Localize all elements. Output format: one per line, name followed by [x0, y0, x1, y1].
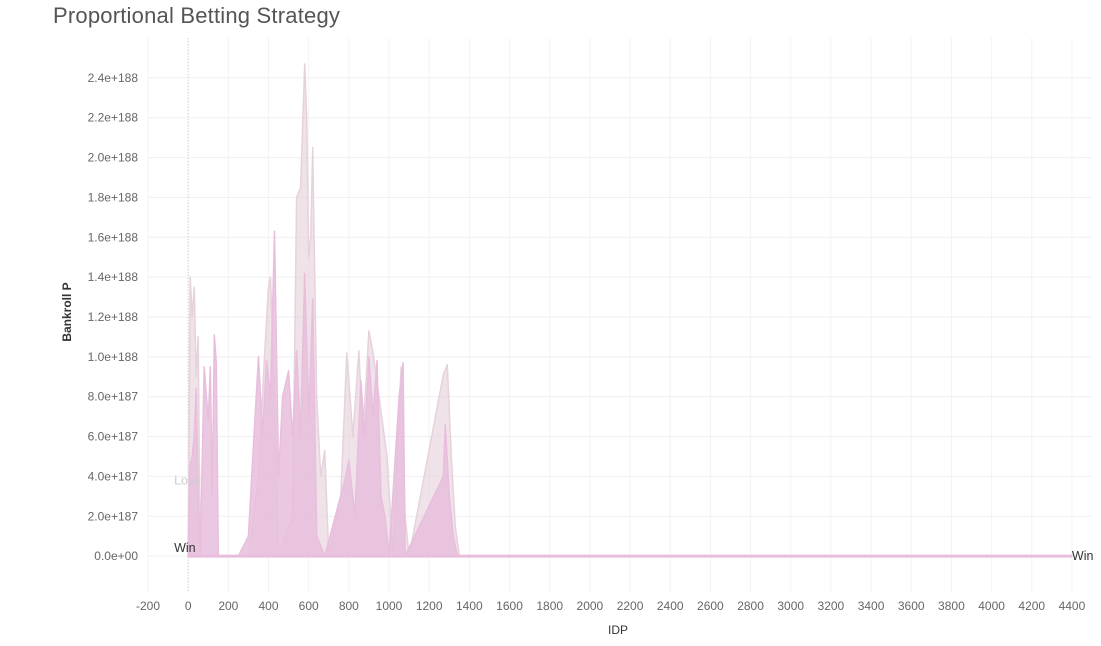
- annotation-win: Win: [174, 541, 196, 555]
- x-tick-label: 200: [218, 599, 238, 613]
- x-tick-label: 0: [185, 599, 192, 613]
- x-tick-label: 3000: [777, 599, 804, 613]
- y-tick-label: 8.0e+187: [88, 390, 139, 404]
- y-tick-label: 6.0e+187: [88, 430, 139, 444]
- x-tick-label: 1600: [496, 599, 523, 613]
- annotations: Lose Win Win: [174, 473, 1093, 563]
- y-tick-label: 2.0e+187: [88, 509, 139, 523]
- x-tick-label: 4000: [978, 599, 1005, 613]
- x-tick-label: 2600: [697, 599, 724, 613]
- y-tick-label: 2.2e+188: [88, 111, 139, 125]
- x-tick-label: 2200: [617, 599, 644, 613]
- annotation-win: Win: [1072, 549, 1094, 563]
- x-tick-label: 4400: [1059, 599, 1086, 613]
- x-tick-label: 4200: [1018, 599, 1045, 613]
- x-tick-label: 1200: [416, 599, 443, 613]
- x-tick-label: 3400: [858, 599, 885, 613]
- x-tick-label: -200: [136, 599, 160, 613]
- x-tick-label: 400: [258, 599, 278, 613]
- x-tick-label: 800: [339, 599, 359, 613]
- annotation-lose: Lose: [174, 473, 201, 487]
- y-tick-label: 2.0e+188: [88, 151, 139, 165]
- y-tick-label: 1.6e+188: [88, 230, 139, 244]
- x-tick-label: 2800: [737, 599, 764, 613]
- series-layer: [187, 63, 1073, 558]
- x-axis-label: IDP: [608, 623, 628, 637]
- y-tick-label: 1.0e+188: [88, 350, 139, 364]
- x-tick-label: 1800: [536, 599, 563, 613]
- x-tick-label: 3800: [938, 599, 965, 613]
- x-tick-label: 3200: [818, 599, 845, 613]
- x-tick-label: 3600: [898, 599, 925, 613]
- y-axis-label: Bankroll P: [60, 282, 74, 341]
- x-tick-label: 2000: [577, 599, 604, 613]
- y-tick-label: 1.4e+188: [88, 270, 139, 284]
- x-tick-labels: -200 0 200 400 600 800 1000 1200 1400 1600 1800 200…: [136, 599, 1086, 613]
- y-tick-label: 1.2e+188: [88, 310, 139, 324]
- y-tick-label: 1.8e+188: [88, 190, 139, 204]
- chart-title: Proportional Betting Strategy: [53, 3, 341, 28]
- x-tick-label: 2400: [657, 599, 684, 613]
- y-tick-label: 0.0e+00: [94, 549, 138, 563]
- x-tick-label: 600: [299, 599, 319, 613]
- x-tick-label: 1000: [376, 599, 403, 613]
- y-tick-label: 2.4e+188: [88, 71, 139, 85]
- y-tick-labels: 0.0e+00 2.0e+187 4.0e+187 6.0e+187 8.0e+187 1…: [88, 71, 139, 563]
- y-tick-label: 4.0e+187: [88, 469, 139, 483]
- x-tick-label: 1400: [456, 599, 483, 613]
- series-area-2: [187, 230, 1073, 557]
